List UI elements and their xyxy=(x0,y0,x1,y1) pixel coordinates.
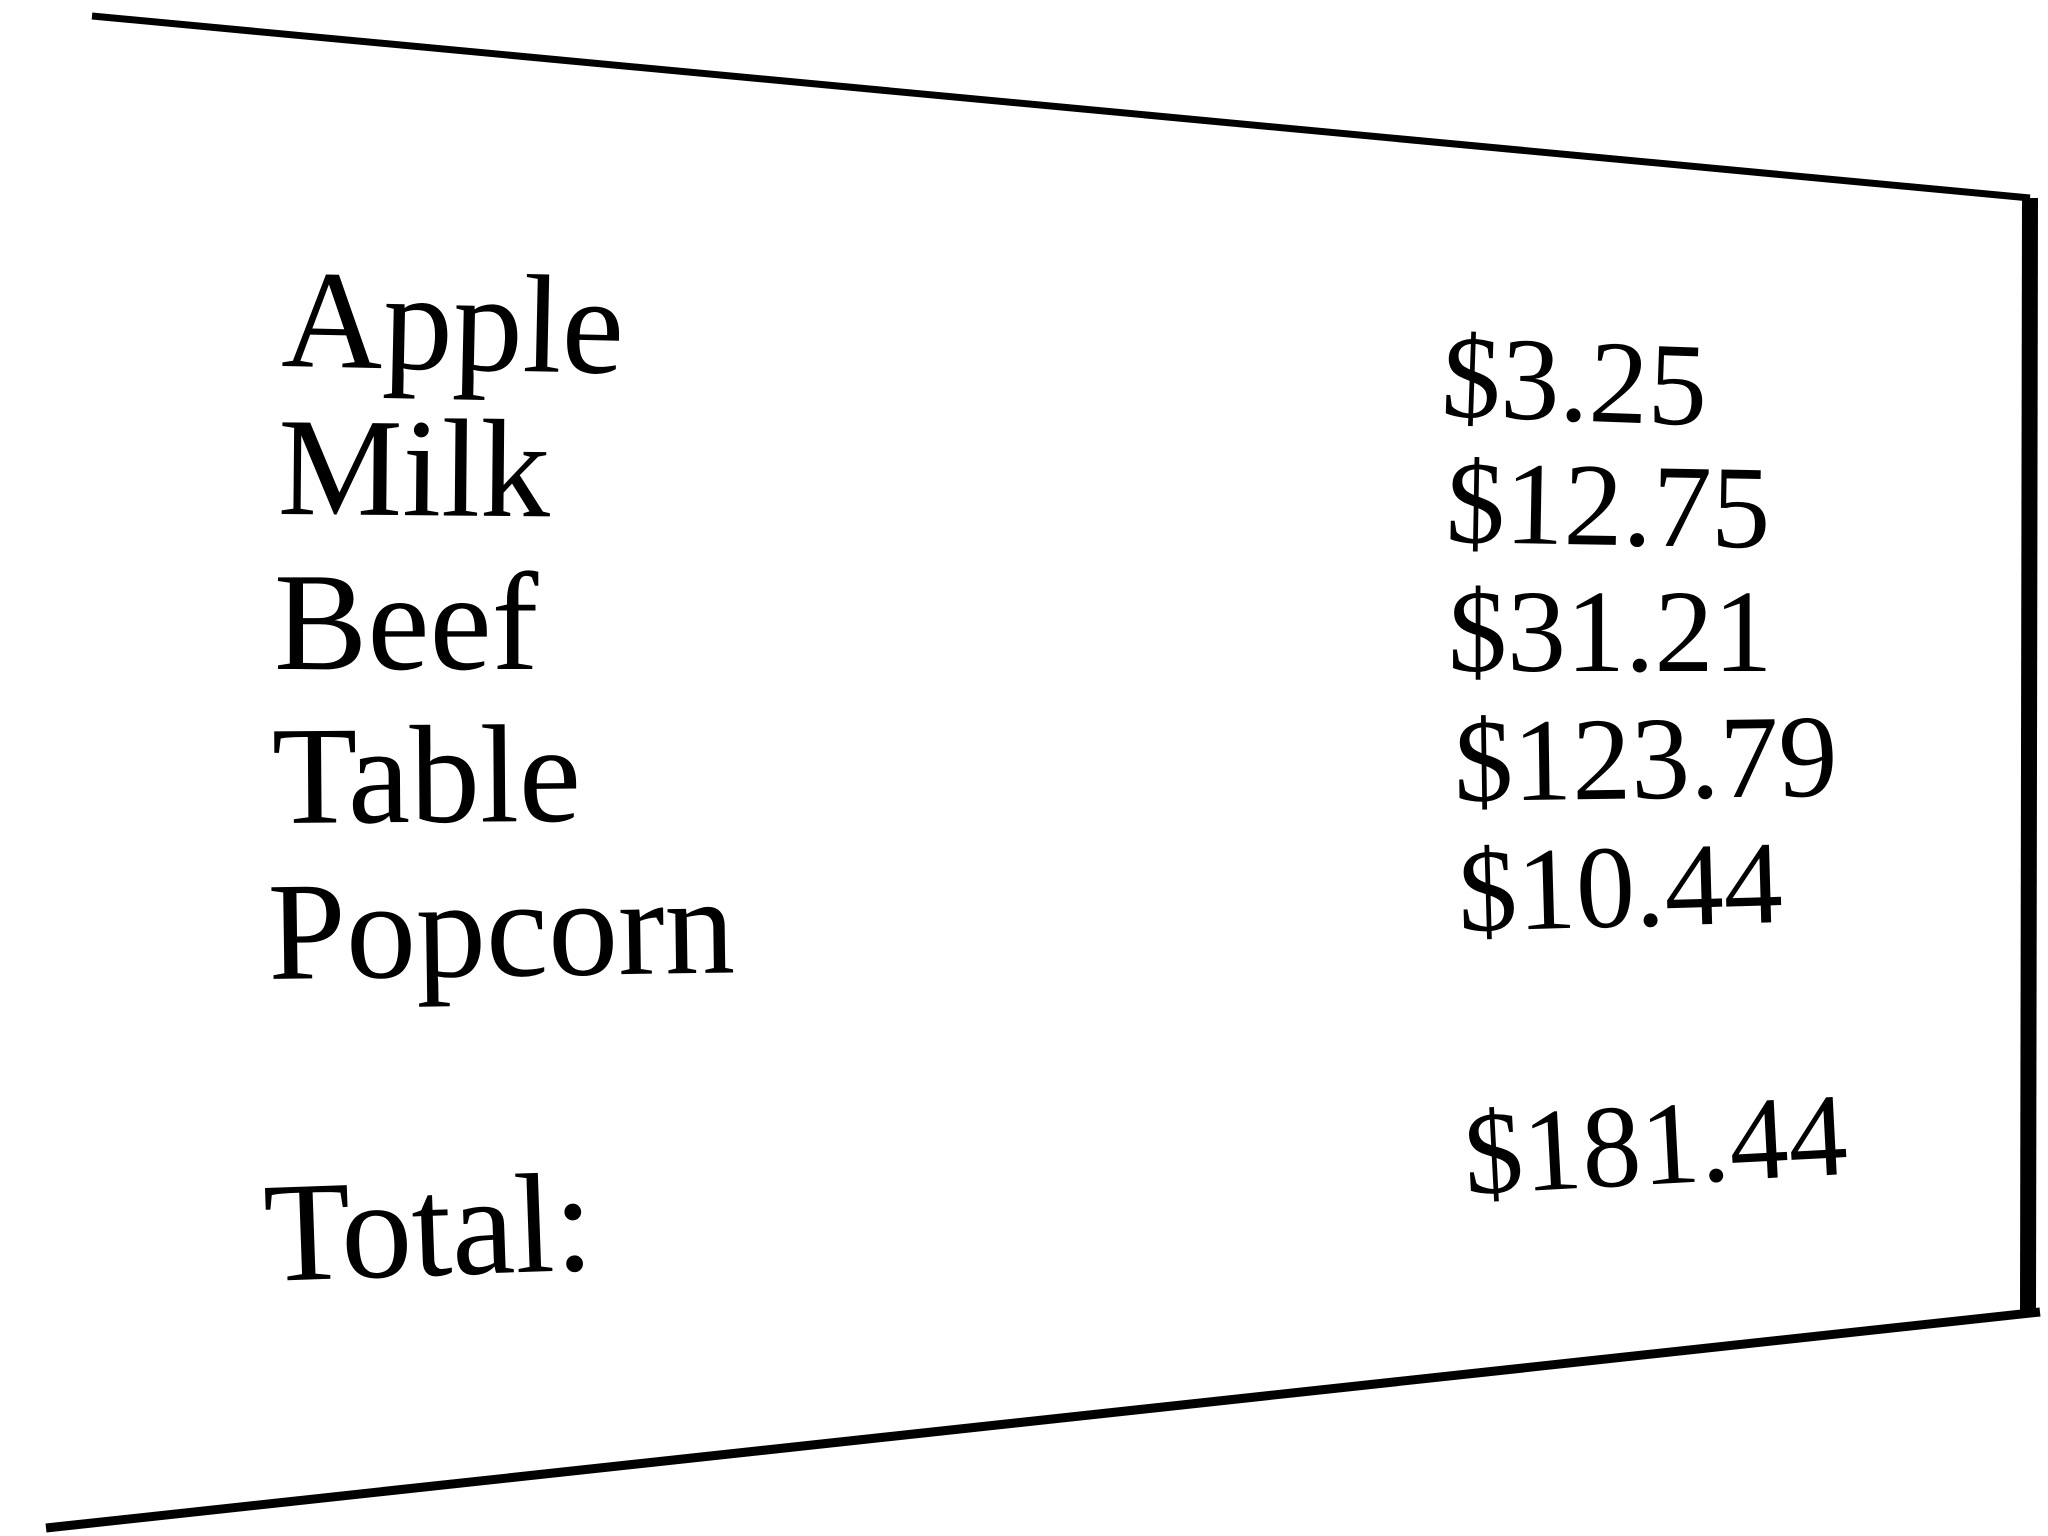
item-price-beef: $31.21 xyxy=(1448,566,1773,697)
item-name-popcorn: Popcorn xyxy=(266,848,736,1010)
item-price-table: $123.79 xyxy=(1453,690,1839,827)
item-price-apple: $3.25 xyxy=(1439,311,1710,452)
item-name-milk: Milk xyxy=(277,390,551,548)
receipt-top-edge xyxy=(91,12,2031,202)
item-name-table: Table xyxy=(271,696,582,854)
total-label: Total: xyxy=(261,1142,596,1312)
item-price-popcorn: $10.44 xyxy=(1456,816,1785,957)
receipt-right-edge xyxy=(2020,197,2038,1317)
item-name-apple: Apple xyxy=(280,242,626,405)
item-name-beef: Beef xyxy=(274,545,539,700)
item-price-milk: $12.75 xyxy=(1444,437,1772,574)
total-value: $181.44 xyxy=(1460,1069,1851,1220)
receipt-bottom-edge xyxy=(45,1307,2041,1533)
